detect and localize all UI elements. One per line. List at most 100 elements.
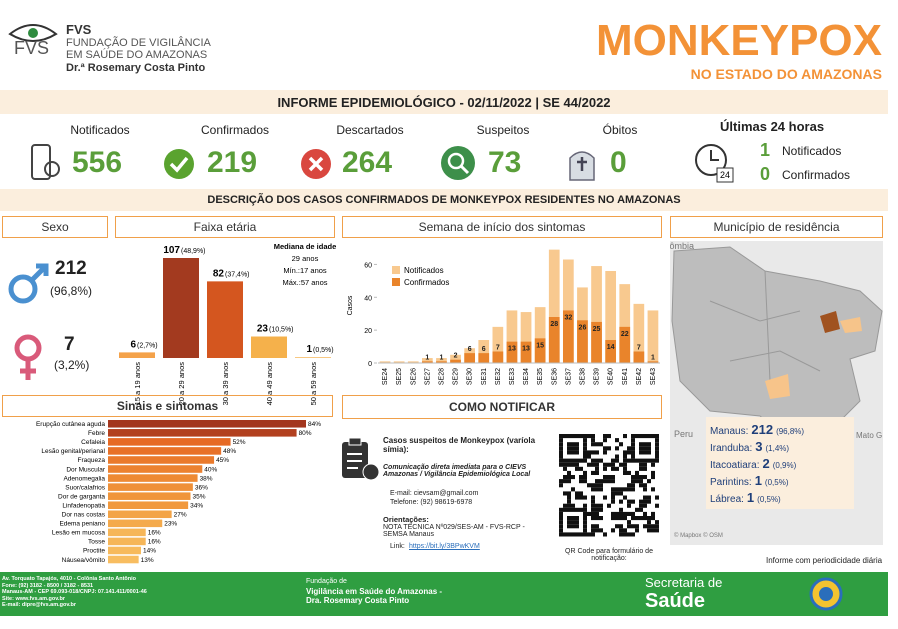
bar (619, 326, 631, 363)
municipio-name: Iranduba: (710, 443, 753, 454)
fvs-line: Vigilância em Saúde do Amazonas - (306, 587, 443, 596)
x-tick-label: 15 a 19 anos (133, 362, 142, 406)
value-label: 14% (143, 548, 156, 555)
bar (108, 420, 306, 428)
x-tick-label: SE41 (622, 368, 629, 385)
fvs-line: Fundação de (306, 578, 347, 585)
bar (520, 312, 532, 363)
bar (647, 310, 659, 363)
percent-label: (37,4%) (225, 271, 250, 278)
category-label: Tosse (88, 539, 105, 546)
municipio-name: Manaus: (710, 426, 749, 437)
kpi-label: Notificados (70, 123, 130, 137)
bar (619, 284, 631, 363)
org-name: FVS (66, 22, 92, 37)
value-label: 23 (257, 324, 269, 335)
bar (108, 555, 139, 564)
value-label: 48% (223, 448, 236, 455)
municipio-name: Itacoatiara: (710, 460, 760, 471)
notify-link: https://bit.ly/3BPwKVM (409, 543, 480, 550)
svg-text:24: 24 (720, 170, 730, 180)
icon-suspect (441, 146, 475, 180)
address-line: Manaus-AM - CEP 69.093-018/CNPJ: 07.141.… (2, 589, 147, 595)
category-label: Fraqueza (78, 457, 106, 464)
bar (108, 456, 215, 464)
legend-label: Confirmados (404, 278, 449, 287)
sex-percent: (3,2%) (54, 358, 90, 372)
bar (108, 447, 222, 455)
municipio-value: 2 (762, 456, 770, 471)
report-band (0, 90, 888, 114)
value-label: 45% (216, 457, 229, 464)
kpi-label: Descartados (336, 123, 404, 137)
last24-title: Últimas 24 horas (720, 119, 825, 134)
title: MONKEYPOX (595, 16, 882, 65)
address-line: Fone: (92) 3182 - 8500 / 3182 - 8531 (2, 582, 94, 589)
category-label: Lesão em mucosa (52, 530, 105, 537)
panel-header: Semana de início dos sintomas (342, 216, 662, 238)
bar (548, 249, 560, 363)
age-chart: 6 (2,7%) 15 a 19 anos 107 (48,9%) 20 a 29 ano… (119, 242, 337, 405)
value-label: 25 (593, 326, 601, 333)
qr-code (557, 432, 661, 540)
municipio-row: Manaus: 212 (96,8%) (710, 421, 804, 439)
section-band (0, 189, 888, 211)
logo-eye (8, 24, 58, 42)
subtitle: NO ESTADO DO AMAZONAS (690, 66, 882, 82)
bar (108, 474, 198, 482)
y-tick-label: 60 (364, 262, 372, 269)
municipio-row: Lábrea: 1 (0,5%) (710, 489, 781, 507)
icon-notified (31, 144, 60, 180)
y-tick-label: 0 (368, 361, 372, 368)
bar (633, 351, 645, 363)
org-line: Dr.ª Rosemary Costa Pinto (66, 62, 206, 74)
x-tick-label: SE39 (594, 368, 601, 385)
address-line: E-mail: dipre@fvs.am.gov.br (2, 602, 77, 608)
last24-label: Notificados (782, 144, 842, 158)
value-label: 1 (439, 354, 443, 361)
percent-label: (48,9%) (181, 248, 206, 255)
x-tick-label: SE34 (523, 368, 530, 385)
x-tick-label: SE36 (551, 368, 558, 385)
x-tick-label: SE31 (481, 368, 488, 385)
value-label: 16% (148, 539, 161, 546)
legend-label: Notificados (404, 266, 444, 275)
bar (492, 326, 504, 363)
value-label: 6 (130, 339, 136, 350)
x-tick-label: SE26 (410, 368, 417, 385)
x-tick-label: 20 a 29 anos (177, 362, 186, 406)
value-label: 15 (536, 342, 544, 349)
percent-label: (0,5%) (313, 347, 334, 354)
municipio-name: Parintins: (710, 477, 752, 488)
panel-header: Município de residência (670, 216, 883, 238)
note: Informe com periodicidade diária (766, 556, 883, 565)
male-symbol (8, 263, 49, 304)
category-label: Cefaleia (81, 439, 105, 446)
bar (207, 281, 243, 358)
section-title: DESCRIÇÃO DOS CASOS CONFIRMADOS DE MONKE… (207, 194, 681, 206)
annotation: Mediana de idade (274, 242, 337, 251)
bar (295, 357, 331, 358)
municipio-value: 1 (746, 490, 755, 505)
notify-nota: NOTA TÉCNICA Nº029/SES-AM - FVS-RCP - SE… (383, 524, 525, 538)
category-label: Adenomegalia (63, 475, 105, 482)
bar (393, 361, 405, 363)
icon-clock: 24 (695, 144, 734, 183)
value-label: 84% (308, 421, 321, 428)
value-label: 52% (233, 439, 246, 446)
value-label: 40% (204, 466, 217, 473)
municipio-percent: (0,5%) (757, 495, 781, 504)
x-tick-label: SE38 (579, 368, 586, 385)
address-line: Site: www.fvs.am.gov.br (2, 595, 65, 602)
category-label: Dor de garganta (58, 493, 105, 500)
value-label: 27% (174, 512, 187, 519)
municipio-percent: (0,5%) (764, 478, 789, 487)
annotation: Mín.:17 anos (283, 266, 327, 275)
logo-text: FVS (14, 38, 50, 58)
sex-percent: (96,8%) (50, 284, 93, 298)
bar (534, 307, 546, 363)
value-label: 32 (564, 314, 572, 321)
municipio-percent: (0,9%) (772, 461, 797, 470)
bar (520, 341, 532, 363)
